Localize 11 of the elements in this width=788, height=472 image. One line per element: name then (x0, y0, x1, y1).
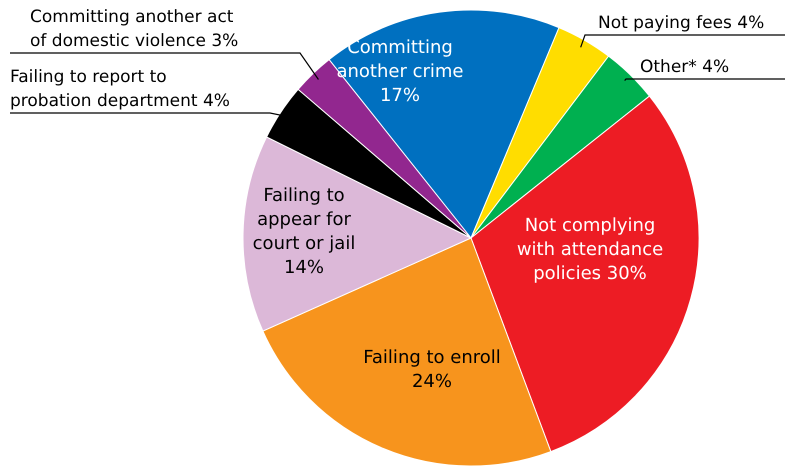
slice-label: Not paying fees 4% (598, 13, 764, 33)
slice-label: Not complying with attendance policies 30% (516, 214, 664, 284)
slice-label: Failing to report to probation department 4% (10, 67, 230, 111)
slice-label: Failing to enroll (363, 346, 501, 368)
data-label: 14% (284, 256, 324, 278)
slice-label: Other* 4% (640, 57, 730, 77)
slice-label: Committing another crime (336, 36, 464, 82)
data-label: 24% (412, 370, 452, 392)
slice-label: Committing another act of domestic violence 3% (30, 7, 238, 51)
data-label: 17% (380, 84, 420, 106)
slice-label: Failing to appear for court or jail (252, 184, 356, 254)
